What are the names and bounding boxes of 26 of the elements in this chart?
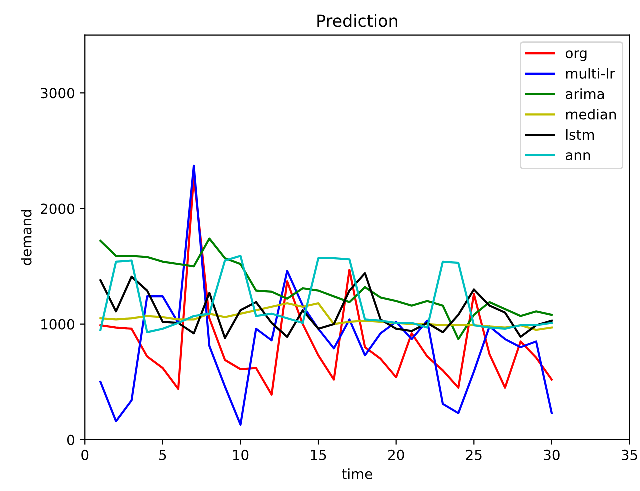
x-axis-title: time bbox=[342, 468, 372, 480]
y-tick-label: 2000 bbox=[41, 204, 74, 214]
legend-label: multi-lr bbox=[566, 68, 616, 79]
line-series bbox=[100, 255, 553, 334]
line-series bbox=[100, 302, 553, 332]
y-tick-label: 1000 bbox=[42, 319, 74, 330]
chart-title: Prediction bbox=[318, 14, 398, 28]
legend-label: arima bbox=[566, 88, 604, 100]
y-tick-label: 3000 bbox=[41, 88, 74, 99]
x-tick-label: 5 bbox=[160, 450, 166, 460]
x-tick-label: 15 bbox=[311, 450, 326, 460]
x-tick-label: 20 bbox=[388, 450, 404, 460]
line-series bbox=[100, 238, 553, 340]
legend-label: org bbox=[566, 50, 587, 62]
y-axis-title: demand bbox=[21, 210, 32, 266]
x-tick-label: 25 bbox=[466, 450, 482, 460]
y-tick-label: 0 bbox=[67, 434, 74, 446]
x-tick-label: 35 bbox=[622, 450, 638, 460]
x-tick-label: 0 bbox=[82, 450, 89, 460]
legend-label: lstm bbox=[566, 129, 594, 140]
x-tick-label: 30 bbox=[544, 450, 560, 460]
legend-label: median bbox=[566, 109, 616, 120]
legend-label: ann bbox=[566, 152, 590, 161]
line-series bbox=[100, 272, 553, 340]
line-series bbox=[100, 164, 553, 426]
x-tick-label: 10 bbox=[233, 450, 249, 460]
